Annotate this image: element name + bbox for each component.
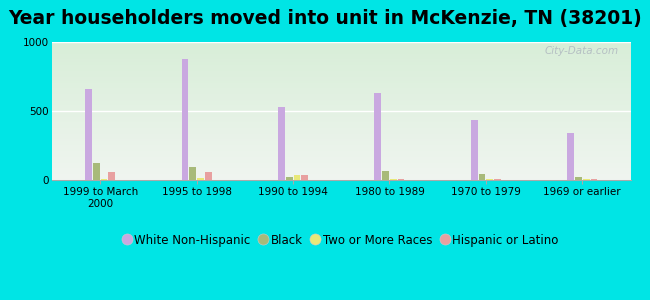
Legend: White Non-Hispanic, Black, Two or More Races, Hispanic or Latino: White Non-Hispanic, Black, Two or More R… <box>119 229 564 251</box>
Bar <box>486 179 493 180</box>
Bar <box>286 177 292 180</box>
Bar <box>93 164 99 180</box>
Bar <box>567 133 574 180</box>
Bar <box>109 172 115 180</box>
Bar <box>478 175 486 180</box>
Bar <box>494 179 501 180</box>
Bar <box>294 175 300 180</box>
Bar <box>575 176 582 180</box>
Bar <box>85 89 92 180</box>
Bar <box>398 179 404 180</box>
Bar <box>591 179 597 180</box>
Bar <box>471 120 478 180</box>
Bar <box>278 107 285 180</box>
Bar <box>302 175 308 180</box>
Text: City-Data.com: City-Data.com <box>545 46 619 56</box>
Bar <box>197 178 204 180</box>
Bar <box>189 167 196 180</box>
Bar <box>583 179 590 180</box>
Bar <box>205 172 212 180</box>
Bar <box>390 179 396 180</box>
Bar <box>181 58 188 180</box>
Bar <box>382 171 389 180</box>
Text: Year householders moved into unit in McKenzie, TN (38201): Year householders moved into unit in McK… <box>8 9 642 28</box>
Bar <box>374 93 381 180</box>
Bar <box>101 179 107 180</box>
